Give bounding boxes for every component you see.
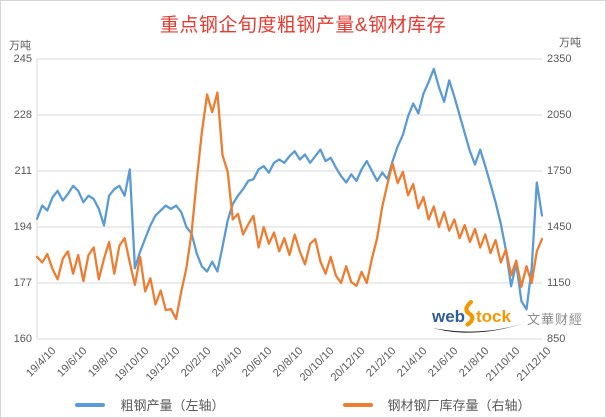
- left-axis-tick-label: 177: [13, 276, 32, 289]
- chart-title: 重点钢企旬度粗钢产量&钢材库存: [159, 15, 447, 36]
- left-axis-tick-label: 211: [14, 164, 32, 177]
- left-axis-tick-label: 228: [13, 108, 32, 121]
- right-axis-tick-label: 1450: [547, 220, 572, 233]
- right-axis-tick-label: 1750: [547, 164, 572, 177]
- right-axis-unit-label: 万吨: [559, 37, 581, 49]
- right-axis-tick-label: 850: [547, 332, 566, 345]
- watermark-s-flame: [464, 300, 475, 327]
- production-legend-marker: [75, 402, 106, 407]
- right-axis-tick-label: 2050: [547, 108, 572, 121]
- left-axis-tick-label: 160: [13, 332, 32, 345]
- left-axis-tick-label: 194: [13, 220, 32, 233]
- legend-item-inventory: 钢材钢厂库存量（右轴）: [342, 395, 531, 414]
- inventory-legend-marker: [342, 402, 373, 407]
- right-axis-tick-label: 2350: [547, 52, 572, 65]
- watermark-cn-text: 文華财經: [527, 312, 583, 327]
- gridlines: [36, 58, 542, 340]
- webstock-watermark: web tock 文華财經: [431, 300, 583, 333]
- right-axis-tick-label: 1150: [547, 276, 571, 289]
- inventory-legend-label: 钢材钢厂库存量（右轴）: [387, 398, 531, 413]
- inventory-line: [35, 91, 544, 321]
- watermark-web-text: web: [431, 307, 465, 326]
- production-legend-label: 粗钢产量（左轴）: [120, 398, 225, 413]
- left-axis-unit-label: 万吨: [9, 40, 31, 52]
- legend: 粗钢产量（左轴） 钢材钢厂库存量（右轴）: [1, 395, 605, 414]
- legend-item-production: 粗钢产量（左轴）: [75, 395, 225, 414]
- watermark-tock-text: tock: [476, 307, 512, 326]
- production-line: [35, 67, 544, 311]
- left-axis-tick-label: 245: [13, 52, 32, 65]
